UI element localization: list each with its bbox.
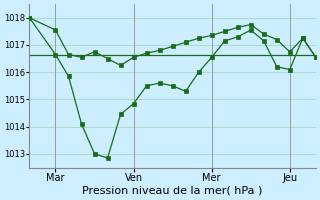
X-axis label: Pression niveau de la mer( hPa ): Pression niveau de la mer( hPa ) [83, 186, 263, 196]
